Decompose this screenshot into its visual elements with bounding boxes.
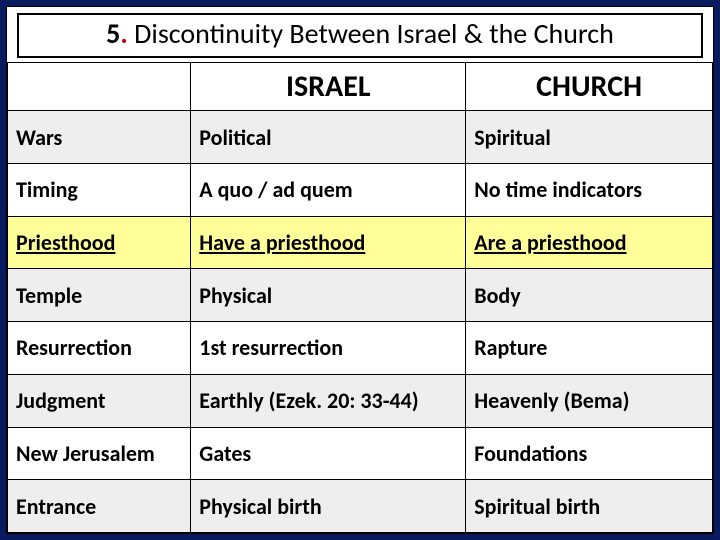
cell-church: Body [466, 269, 713, 322]
cell-church: No time indicators [466, 164, 713, 217]
table-row: New Jerusalem Gates Foundations [8, 427, 713, 480]
cell-church: Rapture [466, 322, 713, 375]
row-label: Timing [8, 164, 191, 217]
cell-israel: Have a priesthood [191, 216, 466, 269]
row-label: Judgment [8, 374, 191, 427]
title-container: 5. Discontinuity Between Israel & the Ch… [7, 7, 713, 62]
header-empty [8, 62, 191, 111]
table-row: Timing A quo / ad quem No time indicator… [8, 164, 713, 217]
table-body: Wars Political Spiritual Timing A quo / … [8, 111, 713, 533]
slide-title: 5. Discontinuity Between Israel & the Ch… [17, 13, 703, 58]
cell-israel: Gates [191, 427, 466, 480]
cell-church: Spiritual birth [466, 480, 713, 533]
header-church: CHURCH [466, 62, 713, 111]
cell-church: Spiritual [466, 111, 713, 164]
cell-church: Foundations [466, 427, 713, 480]
row-label: New Jerusalem [8, 427, 191, 480]
table-row: Temple Physical Body [8, 269, 713, 322]
cell-israel: Physical birth [191, 480, 466, 533]
cell-church: Heavenly (Bema) [466, 374, 713, 427]
title-number: 5 [106, 16, 120, 51]
title-dot: . [120, 16, 127, 51]
header-israel: ISRAEL [191, 62, 466, 111]
cell-israel: Earthly (Ezek. 20: 33-44) [191, 374, 466, 427]
cell-israel: Physical [191, 269, 466, 322]
cell-israel: Political [191, 111, 466, 164]
table-row: Priesthood Have a priesthood Are a pries… [8, 216, 713, 269]
table-row: Resurrection 1st resurrection Rapture [8, 322, 713, 375]
row-label: Resurrection [8, 322, 191, 375]
row-label: Entrance [8, 480, 191, 533]
cell-israel: A quo / ad quem [191, 164, 466, 217]
row-label: Priesthood [8, 216, 191, 269]
row-label: Temple [8, 269, 191, 322]
table-row: Entrance Physical birth Spiritual birth [8, 480, 713, 533]
table-row: Judgment Earthly (Ezek. 20: 33-44) Heave… [8, 374, 713, 427]
table-row: Wars Political Spiritual [8, 111, 713, 164]
slide: 5. Discontinuity Between Israel & the Ch… [6, 6, 714, 534]
cell-church: Are a priesthood [466, 216, 713, 269]
row-label: Wars [8, 111, 191, 164]
comparison-table: ISRAEL CHURCH Wars Political Spiritual T… [7, 62, 713, 533]
title-text: Discontinuity Between Israel & the Churc… [128, 16, 614, 51]
table-header-row: ISRAEL CHURCH [8, 62, 713, 111]
cell-israel: 1st resurrection [191, 322, 466, 375]
